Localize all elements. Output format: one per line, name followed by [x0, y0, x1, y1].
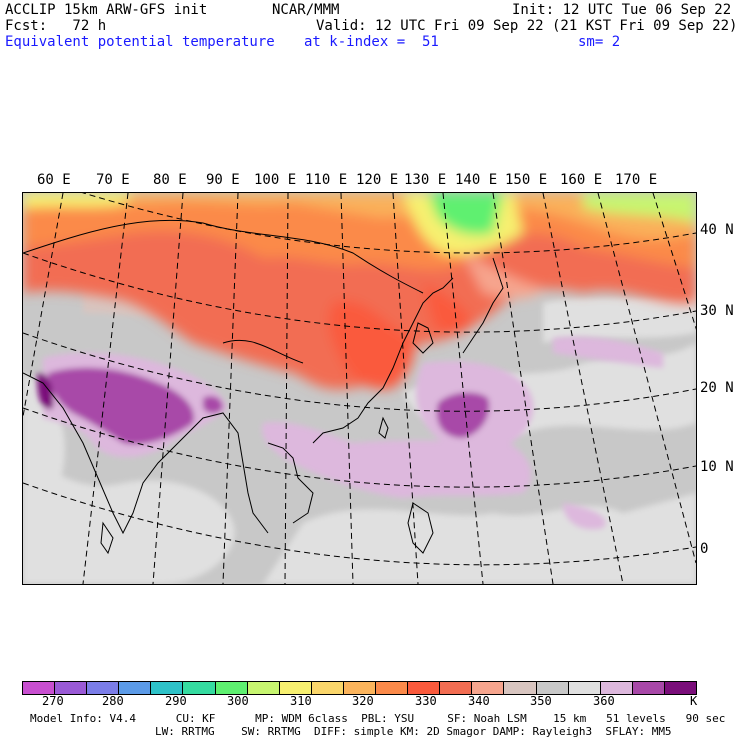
- lon-label: 70 E: [96, 172, 130, 188]
- colorbar-swatch: [23, 682, 56, 694]
- colorbar-label: 280: [102, 694, 124, 708]
- lat-label: 20 N: [700, 380, 734, 396]
- colorbar-swatch: [440, 682, 473, 694]
- lat-label: 40 N: [700, 222, 734, 238]
- colorbar-swatch: [472, 682, 505, 694]
- colorbar-swatch: [119, 682, 152, 694]
- colorbar-swatch: [215, 682, 248, 694]
- colorbar-label: 330: [415, 694, 437, 708]
- colorbar-label: 290: [165, 694, 187, 708]
- valid-time: Valid: 12 UTC Fri 09 Sep 22 (21 KST Fri …: [316, 18, 738, 34]
- lon-label: 80 E: [153, 172, 187, 188]
- lon-label: 120 E: [356, 172, 399, 188]
- lon-label: 90 E: [206, 172, 240, 188]
- colorbar-label: 310: [290, 694, 312, 708]
- colorbar-swatch: [632, 682, 665, 694]
- theta-e-map: [22, 192, 697, 585]
- colorbar-swatch: [311, 682, 344, 694]
- lon-label: 110 E: [305, 172, 348, 188]
- model-info-line1: Model Info: V4.4 CU: KF MP: WDM 6class P…: [30, 712, 726, 725]
- colorbar-label: 350: [530, 694, 552, 708]
- colorbar-swatch: [664, 682, 696, 694]
- colorbar-label: 320: [352, 694, 374, 708]
- forecast-hour: Fcst: 72 h: [5, 18, 107, 34]
- colorbar-label: 340: [468, 694, 490, 708]
- colorbar-swatch: [247, 682, 280, 694]
- model-info-line2: LW: RRTMG SW: RRTMG DIFF: simple KM: 2D …: [155, 725, 672, 738]
- field-name: Equivalent potential temperature: [5, 34, 275, 50]
- colorbar-label: 270: [42, 694, 64, 708]
- institution-label: NCAR/MMM: [272, 2, 340, 18]
- lon-label: 150 E: [505, 172, 548, 188]
- colorbar-units: K: [690, 694, 698, 708]
- colorbar-label: 300: [227, 694, 249, 708]
- colorbar-swatch: [151, 682, 184, 694]
- lon-label: 100 E: [254, 172, 297, 188]
- init-time: Init: 12 UTC Tue 06 Sep 22: [512, 2, 732, 18]
- lon-label: 160 E: [560, 172, 603, 188]
- lon-label: 140 E: [455, 172, 498, 188]
- colorbar-swatch: [376, 682, 409, 694]
- lat-label: 10 N: [700, 459, 734, 475]
- colorbar-swatch: [279, 682, 312, 694]
- colorbar-swatch: [87, 682, 120, 694]
- colorbar-swatch: [343, 682, 377, 694]
- colorbar-swatch: [408, 682, 441, 694]
- lat-label: 30 N: [700, 303, 734, 319]
- lon-label: 170 E: [615, 172, 658, 188]
- colorbar: [22, 681, 697, 695]
- lon-label: 60 E: [37, 172, 71, 188]
- lon-label: 130 E: [404, 172, 447, 188]
- level-label: at k-index = 51: [304, 34, 439, 50]
- lat-label: 0: [700, 541, 709, 557]
- smoothing-label: sm= 2: [578, 34, 621, 50]
- colorbar-swatch: [504, 682, 537, 694]
- colorbar-swatch: [568, 682, 601, 694]
- colorbar-swatch: [55, 682, 88, 694]
- colorbar-swatch: [536, 682, 569, 694]
- colorbar-label: 360: [593, 694, 615, 708]
- colorbar-swatch: [183, 682, 216, 694]
- model-title: ACCLIP 15km ARW-GFS init: [5, 2, 208, 18]
- colorbar-swatch: [600, 682, 633, 694]
